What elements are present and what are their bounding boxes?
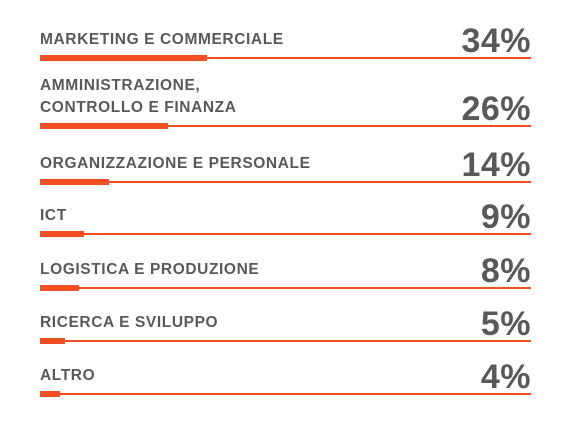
category-label: RICERCA E SVILUPPO	[40, 314, 219, 331]
bar-fill	[40, 338, 65, 344]
value-label: 26%	[461, 90, 531, 128]
category-label: ICT	[40, 207, 67, 224]
bar-track	[40, 57, 531, 59]
value-label: 4%	[480, 358, 531, 396]
value-label: 34%	[461, 22, 531, 60]
bar-fill	[40, 123, 168, 129]
category-label: MARKETING E COMMERCIALE	[40, 31, 284, 48]
bar-track	[40, 181, 531, 183]
bar-track	[40, 393, 531, 395]
chart-row: ALTRO 4%	[40, 335, 531, 397]
category-label: ORGANIZZAZIONE E PERSONALE	[40, 155, 311, 172]
bar-track	[40, 287, 531, 289]
bar-fill	[40, 179, 109, 185]
bar-fill	[40, 231, 84, 237]
bar-fill	[40, 55, 207, 61]
chart-row: MARKETING E COMMERCIALE 34%	[40, 0, 531, 61]
bar-track	[40, 233, 531, 235]
value-label: 5%	[480, 305, 531, 343]
chart-row: RICERCA E SVILUPPO 5%	[40, 282, 531, 344]
category-label: ALTRO	[40, 367, 96, 384]
bar-track	[40, 340, 531, 342]
value-label: 14%	[461, 146, 531, 184]
chart-row: ICT 9%	[40, 175, 531, 237]
bar-track	[40, 125, 531, 127]
bar-fill	[40, 391, 60, 397]
chart-row: LOGISTICA E PRODUZIONE 8%	[40, 229, 531, 291]
bar-fill	[40, 285, 79, 291]
chart-row: ORGANIZZAZIONE E PERSONALE 14%	[40, 123, 531, 185]
category-label: AMMINISTRAZIONE, CONTROLLO E FINANZA	[40, 77, 237, 116]
category-label: LOGISTICA E PRODUZIONE	[40, 261, 260, 278]
value-label: 8%	[480, 252, 531, 290]
value-label: 9%	[480, 198, 531, 236]
chart-row: AMMINISTRAZIONE, CONTROLLO E FINANZA 26%	[40, 67, 531, 129]
